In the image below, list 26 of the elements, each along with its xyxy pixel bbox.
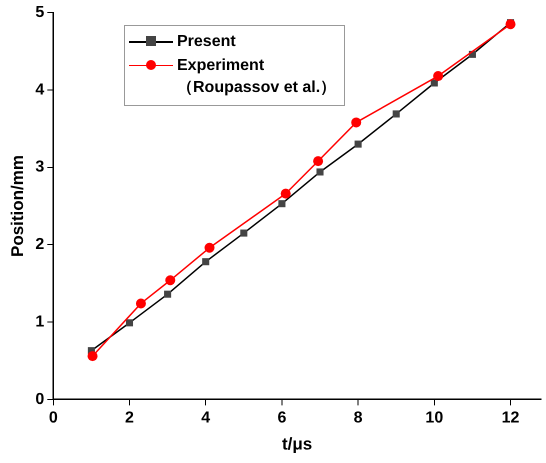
- point: [506, 19, 516, 30]
- legend-label: Present: [177, 32, 236, 52]
- point: [204, 242, 215, 253]
- point: [433, 71, 444, 82]
- point: [280, 188, 291, 199]
- y-tick-label: 0: [35, 390, 44, 408]
- y-tick-label: 2: [35, 236, 44, 254]
- point: [165, 275, 176, 286]
- x-tick-label: 2: [125, 409, 134, 426]
- x-tick-label: 12: [502, 409, 520, 426]
- point: [88, 351, 98, 362]
- legend-label: Experiment （Roupassov et al.）: [177, 56, 336, 98]
- point: [351, 117, 362, 128]
- x-tick-label: 6: [277, 409, 286, 426]
- y-tick-label: 1: [35, 313, 44, 330]
- y-tick-label: 5: [35, 4, 44, 22]
- y-axis-title: Position/mm: [8, 154, 27, 258]
- y-tick-label: 4: [35, 81, 44, 98]
- point: [313, 156, 324, 166]
- x-tick-label: 8: [354, 409, 363, 426]
- point: [136, 298, 146, 308]
- x-tick-label: 4: [201, 409, 210, 426]
- x-tick-label: 10: [425, 409, 444, 426]
- y-tick-label: 3: [35, 158, 44, 176]
- x-axis-title: t/μs: [282, 434, 312, 454]
- x-tick-label: 0: [48, 409, 58, 426]
